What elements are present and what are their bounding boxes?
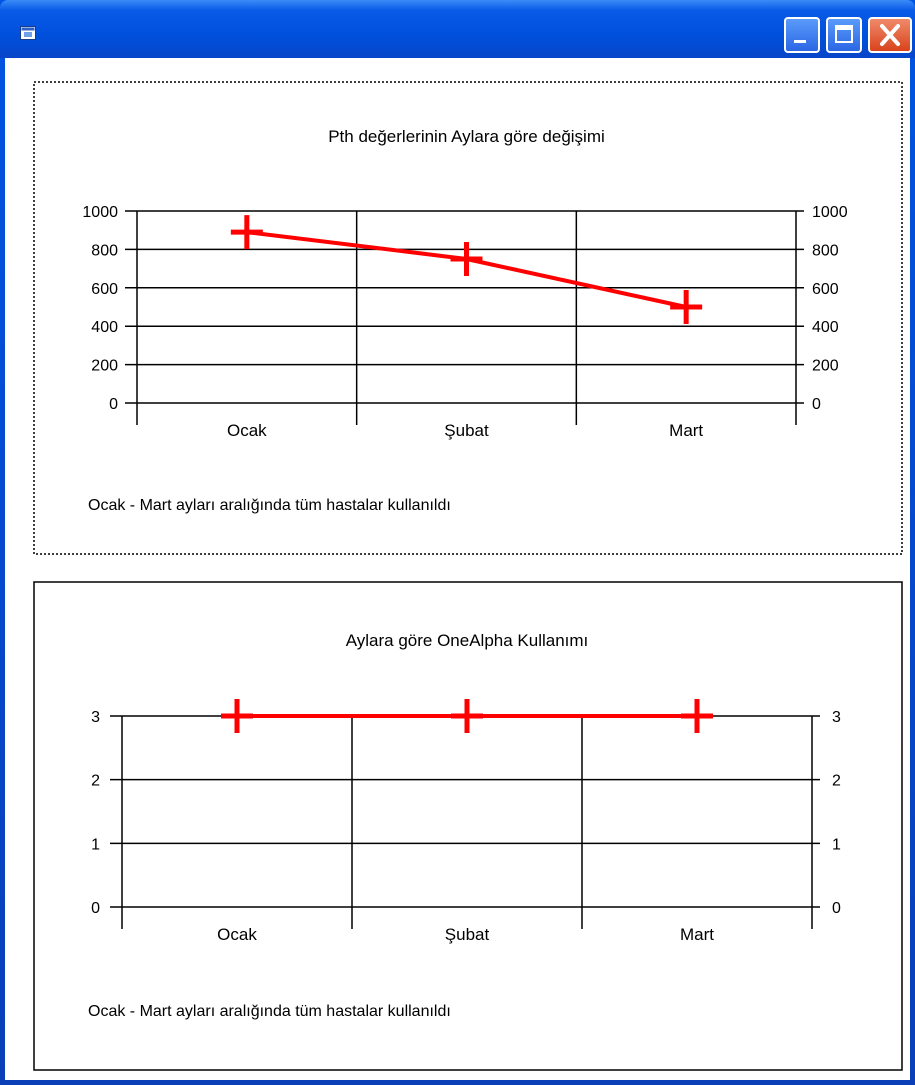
x-tick-label: Ocak [227,421,267,440]
chart-footnote: Ocak - Mart ayları aralığında tüm hastal… [88,1003,451,1020]
chart-title: Aylara göre OneAlpha Kullanımı [346,631,589,650]
chart-title: Pth değerlerinin Aylara göre değişimi [328,127,605,146]
minimize-button[interactable] [784,17,820,53]
y-tick-label-right: 1000 [812,204,848,221]
y-tick-label-left: 2 [91,773,100,790]
y-tick-label-right: 0 [832,900,841,917]
maximize-icon [835,25,853,43]
maximize-button[interactable] [826,17,862,53]
y-tick-label-right: 400 [812,319,839,336]
y-tick-label-right: 1 [832,836,841,853]
app-window-icon[interactable] [20,26,36,40]
y-tick-label-left: 800 [91,242,118,259]
close-icon [880,24,900,46]
chart-onealpha: Aylara göre OneAlpha Kullanımı 0 0 1 1 2 2 3 3 Oc… [88,631,841,1020]
chart-pth: Pth değerlerinin Aylara göre değişimi 0 0 2… [82,127,847,514]
data-point-marker [451,699,483,733]
chart-frame-pth [33,81,903,555]
y-tick-label-right: 2 [832,773,841,790]
y-tick-label-left: 1000 [82,204,118,221]
data-point-marker [221,699,253,733]
y-tick-label-left: 0 [91,900,100,917]
y-tick-label-right: 3 [832,709,841,726]
close-button[interactable] [868,17,912,53]
y-tick-label-left: 200 [91,358,118,375]
data-point-marker [681,699,713,733]
y-tick-label-right: 200 [812,358,839,375]
x-tick-label: Mart [680,925,714,944]
y-tick-label-left: 1 [91,836,100,853]
x-tick-label: Ocak [217,925,257,944]
data-point-marker [670,290,703,324]
x-tick-label: Mart [669,421,703,440]
y-tick-label-left: 3 [91,709,100,726]
minimize-icon [794,40,806,43]
y-tick-label-right: 800 [812,242,839,259]
y-tick-label-left: 600 [91,281,118,298]
y-tick-label-right: 0 [812,396,821,413]
y-tick-label-right: 600 [812,281,839,298]
chart-footnote: Ocak - Mart ayları aralığında tüm hastal… [88,497,451,514]
y-tick-label-left: 0 [109,396,118,413]
x-tick-label: Şubat [444,421,489,440]
y-tick-label-left: 400 [91,319,118,336]
data-point-marker [450,242,483,276]
chart-frame-onealpha [33,581,903,1071]
data-point-marker [230,215,263,250]
title-bar[interactable] [0,0,915,58]
x-tick-label: Şubat [445,925,490,944]
